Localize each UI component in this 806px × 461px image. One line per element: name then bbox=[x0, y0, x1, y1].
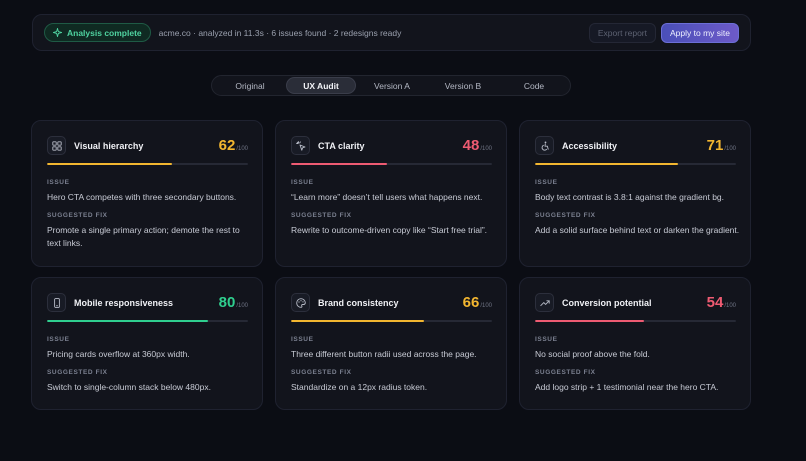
score-bar-fill bbox=[291, 163, 388, 165]
score-denominator: /100 bbox=[236, 146, 248, 152]
status-bar: Analysis complete acme.co · analyzed in … bbox=[32, 14, 751, 51]
audit-card-brand-consistency: Brand consistency 66 /100 ISSUE Three di… bbox=[275, 277, 507, 410]
audit-card-accessibility: Accessibility 71 /100 ISSUE Body text co… bbox=[519, 120, 751, 267]
analysis-complete-badge: Analysis complete bbox=[44, 23, 151, 42]
card-title: Conversion potential bbox=[562, 298, 652, 308]
audit-card-mobile-responsiveness: Mobile responsiveness 80 /100 ISSUE Pric… bbox=[31, 277, 263, 410]
fix-label: SUGGESTED FIX bbox=[535, 212, 596, 219]
fix-text: Add a solid surface behind text or darke… bbox=[535, 225, 740, 235]
tab-version-b[interactable]: Version B bbox=[444, 80, 482, 91]
score-bar bbox=[535, 163, 736, 165]
score-bar-fill bbox=[535, 320, 644, 322]
fix-label: SUGGESTED FIX bbox=[47, 212, 108, 219]
score-value: 54 bbox=[706, 294, 724, 311]
issue-label: ISSUE bbox=[291, 336, 314, 343]
card-title: Mobile responsiveness bbox=[74, 298, 174, 308]
issue-text: Body text contrast is 3.8:1 against the … bbox=[535, 192, 725, 202]
score-value: 66 bbox=[462, 294, 480, 311]
issue-label: ISSUE bbox=[535, 336, 558, 343]
card-title: Visual hierarchy bbox=[74, 141, 144, 151]
score-bar bbox=[535, 320, 736, 322]
card-title: Accessibility bbox=[562, 141, 618, 151]
issue-label: ISSUE bbox=[291, 179, 314, 186]
fix-label: SUGGESTED FIX bbox=[291, 212, 352, 219]
fix-text: Standardize on a 12px radius token. bbox=[291, 382, 428, 392]
export-report-button[interactable]: Export report bbox=[588, 22, 656, 43]
score-bar bbox=[47, 320, 248, 322]
fix-text: Promote a single primary action; demote … bbox=[47, 225, 240, 248]
score: 80 /100 bbox=[219, 294, 248, 311]
score-bar-fill bbox=[535, 163, 678, 165]
score-denominator: /100 bbox=[480, 146, 492, 152]
score-value: 80 bbox=[218, 294, 236, 311]
issue-label: ISSUE bbox=[47, 179, 70, 186]
score-denominator: /100 bbox=[724, 146, 736, 152]
card-title: Brand consistency bbox=[318, 298, 399, 308]
score-denominator: /100 bbox=[724, 303, 736, 309]
issue-label: ISSUE bbox=[535, 179, 558, 186]
score-bar-fill bbox=[47, 320, 208, 322]
apply-to-site-button[interactable]: Apply to my site bbox=[661, 22, 739, 43]
audit-card-cta-clarity: CTA clarity 48 /100 ISSUE “Learn more” d… bbox=[275, 120, 507, 267]
issue-text: Hero CTA competes with three secondary b… bbox=[47, 192, 237, 202]
score-denominator: /100 bbox=[236, 303, 248, 309]
score-bar bbox=[291, 163, 492, 165]
score-bar bbox=[47, 163, 248, 165]
tab-original[interactable]: Original bbox=[235, 80, 265, 91]
score: 66 /100 bbox=[463, 294, 492, 311]
sparkle-icon bbox=[53, 28, 62, 37]
score-value: 62 bbox=[218, 137, 236, 154]
tab-version-a[interactable]: Version A bbox=[374, 80, 410, 91]
score: 71 /100 bbox=[707, 137, 736, 154]
grid-icon bbox=[51, 140, 62, 151]
card-title: CTA clarity bbox=[318, 141, 365, 151]
score-bar-fill bbox=[291, 320, 424, 322]
issue-text: Three different button radii used across… bbox=[291, 349, 477, 359]
view-tabs: Original UX Audit Version A Version B Co… bbox=[211, 75, 571, 96]
analysis-summary: acme.co · analyzed in 11.3s · 6 issues f… bbox=[158, 27, 402, 38]
audit-card-visual-hierarchy: Visual hierarchy 62 /100 ISSUE Hero CTA … bbox=[31, 120, 263, 267]
issue-text: “Learn more” doesn’t tell users what hap… bbox=[291, 192, 483, 202]
cursor-click-icon bbox=[295, 140, 305, 151]
tab-code[interactable]: Code bbox=[523, 80, 545, 91]
fix-text: Switch to single-column stack below 480p… bbox=[47, 382, 211, 392]
score: 48 /100 bbox=[463, 137, 492, 154]
trending-up-icon bbox=[539, 299, 550, 306]
score-denominator: /100 bbox=[480, 303, 492, 309]
fix-label: SUGGESTED FIX bbox=[47, 369, 108, 376]
fix-label: SUGGESTED FIX bbox=[535, 369, 596, 376]
score-value: 48 bbox=[462, 137, 480, 154]
audit-card-conversion-potential: Conversion potential 54 /100 ISSUE No so… bbox=[519, 277, 751, 410]
fix-text: Rewrite to outcome-driven copy like “Sta… bbox=[291, 225, 488, 235]
smartphone-icon bbox=[53, 297, 60, 308]
issue-label: ISSUE bbox=[47, 336, 70, 343]
issue-text: Pricing cards overflow at 360px width. bbox=[47, 349, 190, 359]
score: 62 /100 bbox=[219, 137, 248, 154]
fix-label: SUGGESTED FIX bbox=[291, 369, 352, 376]
badge-label: Analysis complete bbox=[67, 27, 142, 38]
tab-ux-audit[interactable]: UX Audit bbox=[286, 77, 356, 94]
accessibility-icon bbox=[541, 141, 549, 151]
score-bar bbox=[291, 320, 492, 322]
fix-text: Add logo strip + 1 testimonial near the … bbox=[535, 382, 719, 392]
score-value: 71 bbox=[706, 137, 724, 154]
issue-text: No social proof above the fold. bbox=[535, 349, 650, 359]
score: 54 /100 bbox=[707, 294, 736, 311]
score-bar-fill bbox=[47, 163, 172, 165]
palette-icon bbox=[295, 297, 306, 308]
